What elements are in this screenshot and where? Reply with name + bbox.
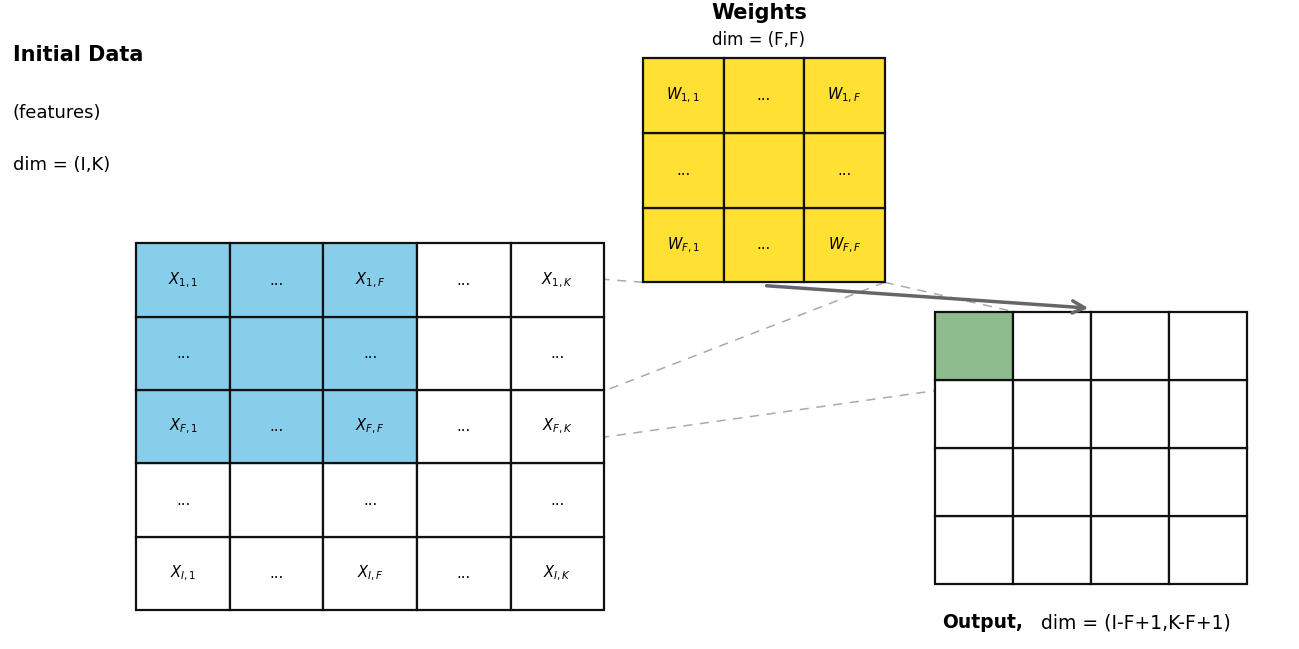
Text: $X_{1,1}$: $X_{1,1}$	[168, 271, 199, 289]
Bar	[417, 390, 511, 463]
Bar	[935, 448, 1013, 516]
Text: ...: ...	[270, 273, 283, 288]
Text: ...: ...	[551, 493, 564, 508]
Bar	[417, 537, 511, 610]
Bar	[1091, 516, 1169, 584]
Bar	[804, 58, 885, 133]
Bar	[643, 58, 724, 133]
Bar	[1091, 448, 1169, 516]
Bar	[643, 208, 724, 282]
Bar	[804, 133, 885, 208]
Bar	[230, 463, 323, 537]
Text: ...: ...	[364, 493, 377, 508]
Bar	[136, 463, 230, 537]
Bar	[724, 133, 804, 208]
Bar	[230, 317, 323, 390]
Text: $X_{F,F}$: $X_{F,F}$	[356, 417, 385, 436]
Bar	[804, 208, 885, 282]
Bar	[1013, 312, 1091, 380]
Text: $X_{I,1}$: $X_{I,1}$	[170, 564, 196, 583]
Text: ...: ...	[757, 88, 770, 103]
Bar	[935, 312, 1013, 380]
Text: ...: ...	[838, 163, 851, 178]
Text: ...: ...	[457, 419, 470, 434]
Text: ...: ...	[677, 163, 690, 178]
Bar	[511, 537, 604, 610]
Text: ...: ...	[364, 346, 377, 361]
Bar	[323, 317, 417, 390]
Bar	[417, 243, 511, 317]
Bar	[1013, 516, 1091, 584]
Text: Weights: Weights	[712, 3, 808, 23]
Bar	[1169, 516, 1247, 584]
Text: dim = (I,K): dim = (I,K)	[13, 156, 110, 174]
Bar	[136, 390, 230, 463]
Bar	[230, 537, 323, 610]
Bar	[230, 390, 323, 463]
Bar	[136, 243, 230, 317]
Bar	[417, 463, 511, 537]
Text: $X_{F,1}$: $X_{F,1}$	[169, 417, 197, 436]
Bar	[1169, 312, 1247, 380]
Bar	[1169, 448, 1247, 516]
Text: $X_{I,K}$: $X_{I,K}$	[543, 564, 572, 583]
Bar	[511, 463, 604, 537]
Bar	[323, 390, 417, 463]
Bar	[136, 317, 230, 390]
Text: $W_{F,1}$: $W_{F,1}$	[666, 236, 700, 254]
Text: dim = (F,F): dim = (F,F)	[712, 31, 805, 49]
Text: ...: ...	[177, 493, 190, 508]
Text: ...: ...	[757, 238, 770, 252]
Text: $X_{F,K}$: $X_{F,K}$	[542, 417, 573, 436]
Bar	[511, 317, 604, 390]
Bar	[323, 463, 417, 537]
Bar	[511, 243, 604, 317]
Text: Initial Data: Initial Data	[13, 45, 143, 66]
Text: $W_{F,F}$: $W_{F,F}$	[827, 236, 861, 254]
Text: ...: ...	[177, 346, 190, 361]
Text: dim = (I-F+1,K-F+1): dim = (I-F+1,K-F+1)	[1035, 613, 1231, 632]
Text: ...: ...	[551, 346, 564, 361]
Bar	[417, 317, 511, 390]
Bar	[935, 380, 1013, 448]
Bar	[643, 133, 724, 208]
Text: ...: ...	[457, 566, 470, 581]
Text: Output,: Output,	[942, 613, 1022, 632]
Text: $W_{1,1}$: $W_{1,1}$	[666, 86, 700, 105]
Bar	[724, 208, 804, 282]
Text: $W_{1,F}$: $W_{1,F}$	[827, 86, 861, 105]
Bar	[935, 516, 1013, 584]
Bar	[724, 58, 804, 133]
Text: $X_{1,K}$: $X_{1,K}$	[542, 271, 573, 289]
Bar	[1091, 380, 1169, 448]
Bar	[323, 537, 417, 610]
Text: ...: ...	[270, 566, 283, 581]
Text: ...: ...	[270, 419, 283, 434]
Bar	[323, 243, 417, 317]
Bar	[1013, 380, 1091, 448]
Bar	[230, 243, 323, 317]
Text: (features): (features)	[13, 104, 101, 122]
Text: $X_{1,F}$: $X_{1,F}$	[355, 271, 386, 289]
Bar	[1169, 380, 1247, 448]
Bar	[136, 537, 230, 610]
Text: ...: ...	[457, 273, 470, 288]
Bar	[511, 390, 604, 463]
Bar	[1091, 312, 1169, 380]
Bar	[1013, 448, 1091, 516]
Text: $X_{I,F}$: $X_{I,F}$	[357, 564, 383, 583]
